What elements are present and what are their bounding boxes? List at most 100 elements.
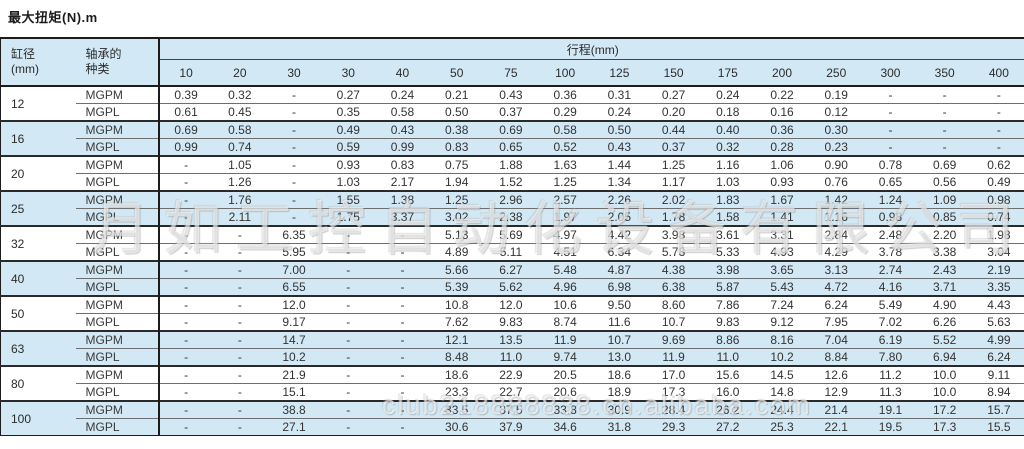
value-cell: - xyxy=(375,400,430,419)
stroke-col-header: 250 xyxy=(809,59,864,86)
value-cell: - xyxy=(158,383,213,401)
value-cell: - xyxy=(971,138,1024,156)
value-cell: - xyxy=(266,138,322,156)
value-cell: - xyxy=(158,348,213,366)
value-cell: 1.03 xyxy=(321,173,376,191)
value-cell: 5.87 xyxy=(700,278,755,296)
value-cell: 0.85 xyxy=(917,208,972,226)
value-cell: 11.9 xyxy=(646,348,701,366)
value-cell: 6.27 xyxy=(483,260,539,279)
value-cell: 18.9 xyxy=(592,383,647,401)
value-cell: 10.6 xyxy=(538,295,593,314)
value-cell: - xyxy=(212,330,267,349)
bearing-type-cell: MGPL xyxy=(75,278,160,296)
value-cell: 6.94 xyxy=(917,348,972,366)
value-cell: 4.29 xyxy=(809,243,864,261)
value-cell: 3.71 xyxy=(917,278,972,296)
value-cell: 2.74 xyxy=(863,260,918,279)
stroke-span-header: 行程(mm) xyxy=(158,38,1024,60)
bearing-type-cell: MGPM xyxy=(75,295,160,314)
value-cell: 1.41 xyxy=(754,208,810,226)
value-cell: 8.74 xyxy=(538,313,593,331)
value-cell: - xyxy=(158,243,213,261)
stroke-col-header: 350 xyxy=(917,59,972,86)
value-cell: - xyxy=(212,278,267,296)
bearing-type-cell: MGPM xyxy=(75,225,160,244)
value-cell: 9.83 xyxy=(483,313,539,331)
value-cell: 1.09 xyxy=(917,190,972,209)
value-cell: 11.0 xyxy=(700,348,755,366)
value-cell: - xyxy=(212,383,267,401)
value-cell: - xyxy=(321,295,376,314)
value-cell: 7.62 xyxy=(429,313,484,331)
value-cell: - xyxy=(375,330,430,349)
value-cell: 5.78 xyxy=(646,243,701,261)
value-cell: - xyxy=(158,190,213,209)
value-cell: - xyxy=(375,418,430,436)
value-cell: 7.80 xyxy=(863,348,918,366)
value-cell: 7.95 xyxy=(809,313,864,331)
value-cell: 1.03 xyxy=(700,173,755,191)
bore-cell: 16 xyxy=(0,120,76,156)
torque-spec-table: 缸径 (mm) 轴承的 种类 行程(mm) 10 20 30 30 40 50 75 100 1… xyxy=(0,37,1024,436)
value-cell: 1.94 xyxy=(429,173,484,191)
bore-cell: 32 xyxy=(0,225,76,261)
value-cell: - xyxy=(212,418,267,436)
value-cell: 5.13 xyxy=(429,225,484,244)
value-cell: 5.48 xyxy=(538,260,593,279)
value-cell: 30.6 xyxy=(429,418,484,436)
value-cell: 0.27 xyxy=(646,86,701,104)
bearing-type-column-header: 轴承的 种类 xyxy=(75,38,160,86)
header-row-top: 缸径 (mm) 轴承的 种类 行程(mm) xyxy=(0,38,1024,86)
value-cell: - xyxy=(212,365,267,384)
value-cell: 24.4 xyxy=(754,400,810,419)
bearing-type-cell: MGPL xyxy=(75,418,160,436)
value-cell: 3.65 xyxy=(754,260,810,279)
value-cell: 4.97 xyxy=(538,225,593,244)
value-cell: 0.37 xyxy=(646,138,701,156)
table-row: MGPL - -15.1- -23.3 22.7 20.6 18.9 17.3 16.0 14.8… xyxy=(1,383,1024,401)
value-cell: 2.02 xyxy=(646,190,701,209)
value-cell: 2.17 xyxy=(375,173,430,191)
bearing-type-cell: MGPM xyxy=(75,330,160,349)
value-cell: 25.3 xyxy=(754,418,810,436)
value-cell: 4.89 xyxy=(429,243,484,261)
value-cell: 0.74 xyxy=(971,208,1024,226)
value-cell: 26.2 xyxy=(700,400,755,419)
bearing-type-cell: MGPL xyxy=(75,208,160,226)
value-cell: 30.9 xyxy=(592,400,647,419)
value-cell: - xyxy=(158,208,213,226)
table-row: 50 MGPM - -12.0- -10.8 12.0 10.6 9.50 8.60 7.86 7.… xyxy=(0,295,1024,331)
value-cell: 0.37 xyxy=(483,103,539,121)
value-cell: 0.28 xyxy=(754,138,810,156)
value-cell: 0.30 xyxy=(809,120,864,139)
value-cell: - xyxy=(266,86,322,104)
stroke-col-header: 30 xyxy=(266,59,322,86)
value-cell: 11.2 xyxy=(863,365,918,384)
bearing-type-cell: MGPM xyxy=(75,120,160,139)
value-cell: 3.61 xyxy=(700,225,755,244)
value-cell: 27.2 xyxy=(700,418,755,436)
value-cell: 0.62 xyxy=(971,155,1024,174)
stroke-col-header: 10 xyxy=(158,59,213,86)
table-row: 20 MGPM -1.05-0.93 0.83 0.75 1.88 1.63 1.44 1.25… xyxy=(0,155,1024,191)
stroke-col-header: 20 xyxy=(212,59,267,86)
value-cell: 0.98 xyxy=(863,208,918,226)
value-cell: 17.2 xyxy=(917,400,972,419)
value-cell: 4.90 xyxy=(917,295,972,314)
value-cell: 9.17 xyxy=(266,313,322,331)
table-row: 40 MGPM - -7.00- -5.66 6.27 5.48 4.87 4.38 3.98 3.… xyxy=(0,260,1024,296)
value-cell: 8.86 xyxy=(700,330,755,349)
value-cell: 17.3 xyxy=(917,418,972,436)
value-cell: - xyxy=(158,400,213,419)
value-cell: 0.75 xyxy=(429,155,484,174)
value-cell: 15.6 xyxy=(700,365,755,384)
value-cell: 0.56 xyxy=(917,173,972,191)
value-cell: 18.6 xyxy=(429,365,484,384)
value-cell: 0.31 xyxy=(592,86,647,104)
value-cell: 0.69 xyxy=(917,155,972,174)
value-cell: - xyxy=(321,418,376,436)
value-cell: - xyxy=(917,86,972,104)
value-cell: 1.63 xyxy=(538,155,593,174)
value-cell: 3.31 xyxy=(754,225,810,244)
